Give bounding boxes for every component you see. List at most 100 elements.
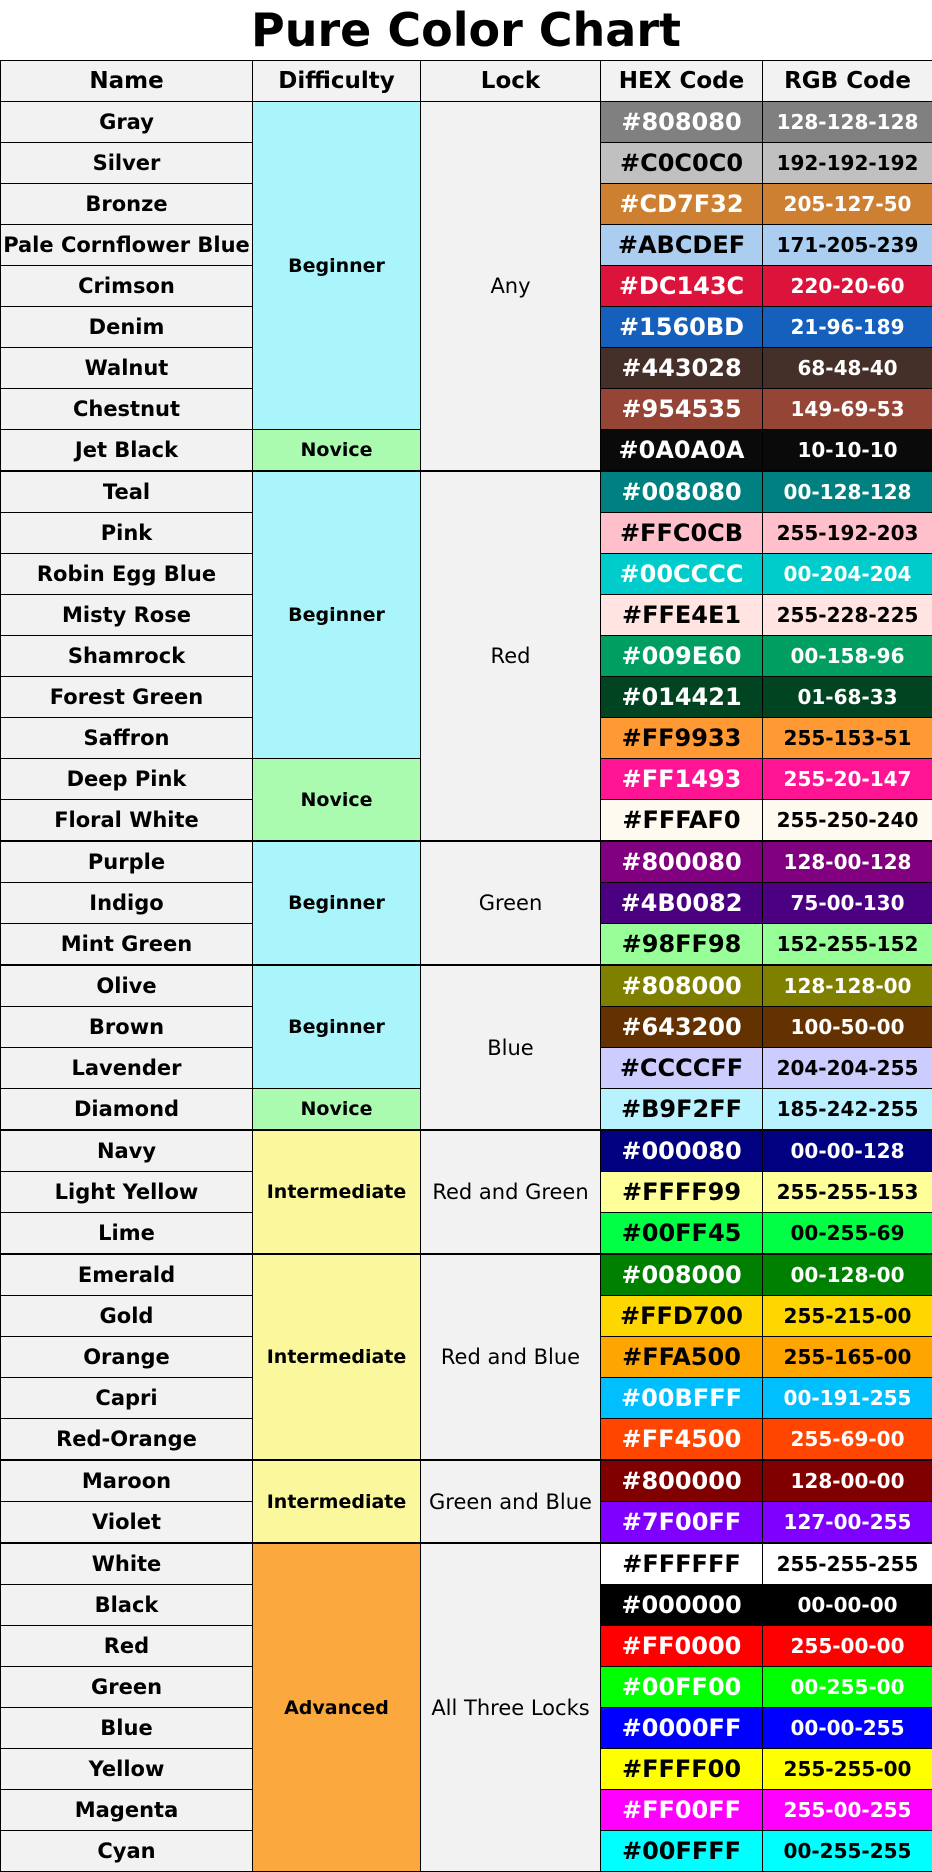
rgb-code-cell: 171-205-239 [763,225,932,266]
rgb-code-cell: 255-255-153 [763,1172,932,1213]
rgb-code-cell: 00-191-255 [763,1378,932,1419]
hex-code-cell: #C0C0C0 [601,143,763,184]
color-name-cell: Deep Pink [1,759,253,800]
header-lock: Lock [421,61,601,102]
hex-code-cell: #00FF45 [601,1213,763,1255]
hex-code-cell: #FFFF00 [601,1749,763,1790]
color-name-cell: Teal [1,471,253,513]
header-name: Name [1,61,253,102]
rgb-code-cell: 255-255-00 [763,1749,932,1790]
rgb-code-cell: 152-255-152 [763,924,932,966]
difficulty-cell: Beginner [253,841,421,965]
rgb-code-cell: 255-228-225 [763,595,932,636]
hex-code-cell: #FFFFFF [601,1543,763,1585]
rgb-code-cell: 255-192-203 [763,513,932,554]
rgb-code-cell: 255-153-51 [763,718,932,759]
rgb-code-cell: 149-69-53 [763,389,932,430]
hex-code-cell: #954535 [601,389,763,430]
hex-code-cell: #FFC0CB [601,513,763,554]
rgb-code-cell: 00-204-204 [763,554,932,595]
hex-code-cell: #CD7F32 [601,184,763,225]
color-name-cell: Black [1,1585,253,1626]
rgb-code-cell: 128-128-128 [763,102,932,143]
hex-code-cell: #643200 [601,1007,763,1048]
hex-code-cell: #808000 [601,965,763,1007]
lock-cell: Red and Green [421,1130,601,1254]
difficulty-cell: Advanced [253,1543,421,1872]
hex-code-cell: #FF4500 [601,1419,763,1461]
rgb-code-cell: 220-20-60 [763,266,932,307]
hex-code-cell: #FF0000 [601,1626,763,1667]
color-name-cell: Gold [1,1296,253,1337]
hex-code-cell: #00BFFF [601,1378,763,1419]
hex-code-cell: #000080 [601,1130,763,1172]
color-name-cell: Cyan [1,1831,253,1872]
hex-code-cell: #FFFAF0 [601,800,763,842]
rgb-code-cell: 00-158-96 [763,636,932,677]
color-name-cell: Blue [1,1708,253,1749]
rgb-code-cell: 204-204-255 [763,1048,932,1089]
rgb-code-cell: 00-255-69 [763,1213,932,1255]
color-name-cell: Bronze [1,184,253,225]
difficulty-cell: Novice [253,759,421,842]
color-name-cell: Silver [1,143,253,184]
lock-cell: Green and Blue [421,1460,601,1543]
rgb-code-cell: 00-00-00 [763,1585,932,1626]
color-name-cell: Pale Cornflower Blue [1,225,253,266]
rgb-code-cell: 01-68-33 [763,677,932,718]
color-name-cell: Green [1,1667,253,1708]
color-name-cell: Yellow [1,1749,253,1790]
color-name-cell: Chestnut [1,389,253,430]
color-name-cell: Brown [1,1007,253,1048]
hex-code-cell: #000000 [601,1585,763,1626]
hex-code-cell: #1560BD [601,307,763,348]
color-name-cell: Olive [1,965,253,1007]
color-name-cell: Mint Green [1,924,253,966]
hex-code-cell: #808080 [601,102,763,143]
color-name-cell: Jet Black [1,430,253,472]
rgb-code-cell: 255-20-147 [763,759,932,800]
color-name-cell: Lavender [1,1048,253,1089]
color-table: Name Difficulty Lock HEX Code RGB Code G… [0,60,932,1872]
color-name-cell: Robin Egg Blue [1,554,253,595]
rgb-code-cell: 68-48-40 [763,348,932,389]
hex-code-cell: #00CCCC [601,554,763,595]
rgb-code-cell: 255-250-240 [763,800,932,842]
rgb-code-cell: 255-165-00 [763,1337,932,1378]
color-name-cell: Light Yellow [1,1172,253,1213]
difficulty-cell: Intermediate [253,1460,421,1543]
hex-code-cell: #0A0A0A [601,430,763,472]
header-row: Name Difficulty Lock HEX Code RGB Code [1,61,932,102]
color-name-cell: Red-Orange [1,1419,253,1461]
hex-code-cell: #4B0082 [601,883,763,924]
rgb-code-cell: 00-128-00 [763,1254,932,1296]
lock-cell: All Three Locks [421,1543,601,1872]
hex-code-cell: #FF9933 [601,718,763,759]
hex-code-cell: #B9F2FF [601,1089,763,1131]
color-name-cell: Lime [1,1213,253,1255]
rgb-code-cell: 00-00-128 [763,1130,932,1172]
color-name-cell: Denim [1,307,253,348]
hex-code-cell: #ABCDEF [601,225,763,266]
rgb-code-cell: 127-00-255 [763,1502,932,1544]
difficulty-cell: Beginner [253,965,421,1089]
color-name-cell: White [1,1543,253,1585]
hex-code-cell: #008080 [601,471,763,513]
color-name-cell: Misty Rose [1,595,253,636]
hex-code-cell: #FFA500 [601,1337,763,1378]
color-name-cell: Indigo [1,883,253,924]
color-name-cell: Crimson [1,266,253,307]
rgb-code-cell: 255-255-255 [763,1543,932,1585]
color-name-cell: Violet [1,1502,253,1544]
lock-cell: Any [421,102,601,472]
color-name-cell: Red [1,1626,253,1667]
rgb-code-cell: 255-00-00 [763,1626,932,1667]
